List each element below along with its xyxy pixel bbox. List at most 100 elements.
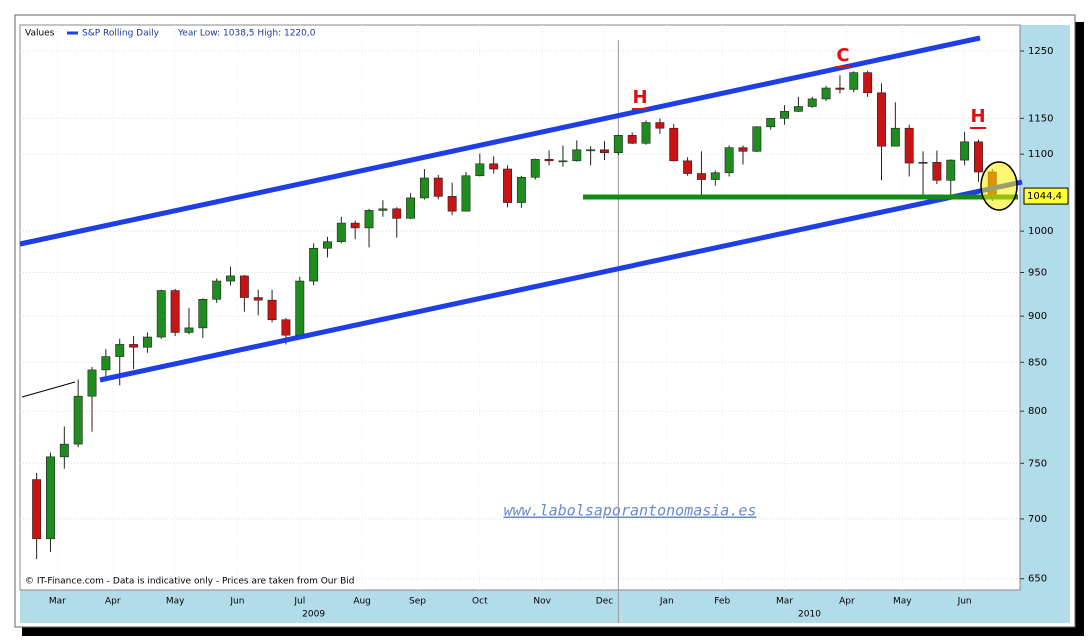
candle-body: [87, 369, 97, 397]
candle-body: [433, 177, 443, 197]
highlight-circle: [980, 161, 1018, 211]
candle-body: [932, 162, 942, 181]
candle-body: [793, 106, 803, 112]
candle-body: [212, 280, 222, 300]
x-axis-panel: [20, 590, 1070, 623]
x-tick-label: Jul: [293, 597, 305, 607]
x-tick-label: Nov: [533, 597, 551, 607]
candle-body: [461, 175, 471, 212]
old-trend-line: [21, 381, 76, 398]
y-tick-label: 850: [1028, 357, 1047, 368]
candle-body: [198, 298, 208, 329]
candle-body: [281, 319, 291, 336]
pattern-label: H: [970, 106, 985, 127]
candle-body: [489, 163, 499, 170]
candle-body: [710, 172, 720, 180]
candle-body: [683, 160, 693, 174]
year-label: 2009: [302, 610, 325, 620]
candle-body: [544, 159, 554, 162]
candle-body: [558, 160, 568, 163]
candle-body: [613, 135, 623, 154]
candle-body: [572, 149, 582, 162]
candle-body: [336, 222, 346, 242]
candle-body: [530, 159, 540, 178]
y-tick-label: 1250: [1028, 46, 1053, 57]
x-tick-label: Jun: [957, 597, 972, 607]
candle-body: [863, 72, 873, 94]
y-tick-label: 900: [1028, 311, 1047, 322]
candle-body: [406, 197, 416, 219]
candle-body: [516, 176, 526, 203]
candle-body: [253, 297, 263, 301]
candle-body: [226, 275, 235, 282]
x-tick-label: Feb: [714, 597, 730, 607]
candle-body: [669, 127, 679, 162]
last-price-box: [1023, 187, 1069, 205]
y-tick-label: 1150: [1028, 113, 1053, 124]
candle-body: [641, 122, 651, 144]
x-tick-label: Jun: [229, 597, 244, 607]
candle-body: [142, 336, 152, 348]
candle-body: [419, 177, 429, 199]
candle-body: [960, 141, 970, 161]
candle-body: [890, 127, 900, 147]
candle-body: [696, 173, 706, 180]
legend-label: Values: [25, 29, 55, 39]
y-tick-label: 700: [1028, 514, 1047, 525]
candle-body: [170, 290, 180, 333]
candle-body: [503, 168, 512, 203]
candle-body: [655, 122, 665, 129]
candle-body: [323, 241, 332, 249]
x-tick-label: May: [893, 597, 912, 607]
candle-body: [766, 118, 776, 128]
y-axis-panel: [1020, 25, 1070, 590]
candle-body: [350, 222, 360, 229]
y-tick-label: 1100: [1028, 149, 1053, 160]
y-tick-label: 650: [1028, 574, 1047, 585]
candle-body: [752, 126, 762, 152]
watermark: www.labolsaporantonomasia.es: [504, 502, 757, 520]
candle-body: [156, 290, 166, 338]
candle-body: [973, 141, 983, 173]
candle-body: [309, 247, 319, 282]
x-tick-label: Oct: [472, 597, 488, 607]
year-label: 2010: [798, 610, 821, 620]
candle-body: [780, 111, 789, 119]
candle-body: [724, 147, 734, 174]
candle-body: [59, 443, 69, 458]
candle-body: [627, 135, 637, 144]
plot-area: [19, 24, 1021, 591]
candle-body: [295, 280, 305, 336]
y-tick-label: 950: [1028, 268, 1047, 279]
y-tick-label: 800: [1028, 406, 1047, 417]
lower-channel-line: [99, 179, 1023, 383]
candle-body: [32, 479, 42, 540]
upper-channel-line: [19, 35, 981, 247]
candle-body: [392, 208, 402, 219]
candle-body: [364, 210, 374, 229]
candle-body: [807, 98, 817, 107]
pattern-label: H: [632, 87, 647, 108]
candle-body: [267, 299, 277, 321]
candle-body: [73, 395, 83, 445]
x-tick-label: Dec: [596, 597, 613, 607]
candle-body: [101, 356, 111, 371]
candle-body: [738, 147, 748, 152]
x-tick-label: Mar: [776, 597, 793, 607]
candle-body: [129, 344, 139, 348]
x-tick-label: Jan: [659, 597, 674, 607]
pattern-label: C: [836, 45, 849, 66]
candles: [32, 70, 997, 560]
candle-body: [877, 92, 886, 147]
candle-body: [821, 87, 831, 100]
candle-body: [378, 208, 388, 211]
candle-body: [46, 456, 55, 540]
x-tick-label: Apr: [839, 597, 855, 607]
x-tick-label: May: [166, 597, 185, 607]
candle-body: [849, 72, 859, 90]
x-tick-label: Aug: [353, 597, 371, 607]
source-note: © IT-Finance.com - Data is indicative on…: [25, 577, 354, 587]
candle-body: [239, 275, 249, 298]
annotations: H C H: [632, 45, 986, 129]
